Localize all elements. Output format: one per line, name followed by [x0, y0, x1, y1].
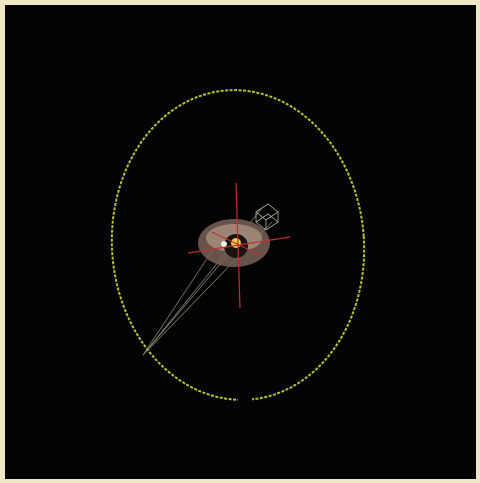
- axis-gizmo: [187, 182, 291, 309]
- orbit-gap: [238, 393, 252, 402]
- model-dot: [221, 241, 227, 247]
- wire-box: [255, 203, 279, 231]
